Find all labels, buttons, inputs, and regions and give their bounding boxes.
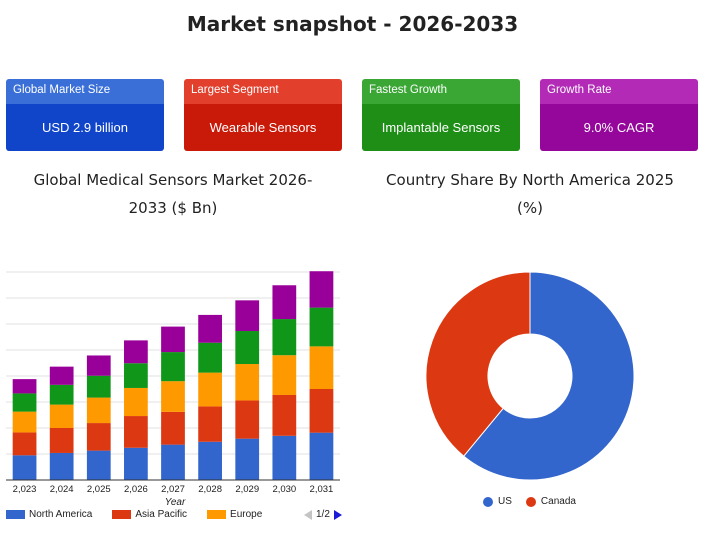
card-label: Fastest Growth	[362, 79, 520, 104]
bar-segment	[309, 346, 334, 389]
legend-swatch	[6, 510, 25, 519]
x-tick-label: 2,026	[124, 484, 148, 495]
bar-segment	[272, 435, 297, 480]
bar-segment	[12, 379, 37, 394]
bar-segment	[124, 340, 148, 364]
bar-segment	[309, 432, 334, 480]
bar-segment	[86, 450, 111, 480]
bar-segment	[161, 326, 185, 353]
card-growth-rate: Growth Rate 9.0% CAGR	[540, 79, 698, 151]
card-fastest-growth: Fastest Growth Implantable Sensors	[362, 79, 520, 151]
bar-chart-title-line1: Global Medical Sensors Market 2026-	[33, 171, 313, 189]
card-value: 9.0% CAGR	[540, 104, 698, 151]
x-tick-label: 2,029	[235, 484, 259, 495]
bar-segment	[198, 372, 222, 407]
donut-chart-title-line1: Country Share By North America 2025	[386, 171, 674, 189]
bar-segment	[49, 384, 74, 405]
legend-item-north-america[interactable]: North America	[6, 509, 92, 520]
donut-slice-us	[463, 271, 635, 481]
legend-swatch	[207, 510, 227, 519]
legend-label: Canada	[540, 496, 576, 507]
card-value: Wearable Sensors	[184, 104, 342, 151]
bar-segment	[235, 331, 260, 365]
bar-segment	[272, 394, 297, 436]
legend-item-asia-pacific[interactable]: Asia Pacific	[112, 509, 187, 520]
card-largest-segment: Largest Segment Wearable Sensors	[184, 79, 342, 151]
page-title: Market snapshot - 2026-2033	[186, 12, 519, 36]
card-value: USD 2.9 billion	[6, 104, 164, 151]
x-tick-label: 2,031	[310, 484, 334, 495]
bar-segment	[198, 314, 222, 343]
bar-segment	[161, 444, 185, 480]
legend-dot	[483, 496, 493, 507]
donut-chart-title: Country Share By North America 2025 (%)	[370, 166, 690, 222]
legend-item-europe[interactable]: Europe	[207, 509, 262, 520]
card-label: Largest Segment	[184, 79, 342, 104]
bar-segment	[49, 366, 74, 385]
legend-item-canada[interactable]: Canada	[525, 496, 576, 507]
donut-chart-legend: US Canada	[483, 496, 596, 507]
legend-swatch	[112, 510, 132, 519]
donut-chart	[425, 271, 635, 481]
x-tick-label: 2,023	[13, 484, 37, 495]
bar-segment	[124, 387, 148, 417]
bar-segment	[161, 381, 185, 412]
bar-segment	[309, 271, 334, 308]
x-tick-label: 2,027	[161, 484, 185, 495]
x-tick-label: 2,024	[50, 484, 74, 495]
bar-segment	[198, 441, 222, 480]
x-tick-label: 2,030	[272, 484, 296, 495]
bar-segment	[86, 375, 111, 398]
card-label: Growth Rate	[540, 79, 698, 104]
legend-label: Europe	[230, 509, 263, 520]
legend-item-us[interactable]: US	[483, 496, 512, 507]
bar-chart: 2,023 2,024 2,025 2,026 2,027 2,028 2,029 2,030…	[6, 271, 340, 508]
x-axis-label: Year	[165, 497, 186, 508]
bar-segment	[12, 455, 37, 480]
bar-chart-title-line2: 2033 ($ Bn)	[128, 199, 218, 217]
bar-segment	[49, 452, 74, 480]
card-value: Implantable Sensors	[362, 104, 520, 151]
legend-label: Asia Pacific	[135, 509, 188, 520]
bar-segment	[86, 423, 111, 451]
bar-segment	[12, 393, 37, 412]
legend-next-icon[interactable]	[333, 509, 342, 520]
bar-chart-legend: North America Asia Pacific Europe	[6, 509, 282, 520]
bar-segment	[12, 432, 37, 456]
bar-segment	[235, 438, 260, 480]
bar-segment	[272, 355, 297, 395]
card-global-market-size: Global Market Size USD 2.9 billion	[6, 79, 164, 151]
bar-segment	[272, 285, 297, 320]
donut-slice-canada	[425, 271, 531, 457]
bar-segment	[272, 319, 297, 356]
donut-chart-title-line2: (%)	[517, 199, 543, 217]
bar-segment	[309, 307, 334, 347]
bar-segment	[49, 428, 74, 453]
x-tick-label: 2,025	[87, 484, 111, 495]
bar-segment	[86, 397, 111, 424]
bar-chart-title: Global Medical Sensors Market 2026- 2033…	[8, 166, 338, 222]
bar-segment	[124, 416, 148, 448]
bar-segment	[309, 389, 334, 433]
bar-segment	[198, 342, 222, 373]
bar-segment	[86, 355, 111, 376]
bar-segment	[124, 363, 148, 388]
bar-segment	[198, 406, 222, 442]
card-label: Global Market Size	[6, 79, 164, 104]
legend-dot	[525, 496, 536, 507]
bar-segment	[49, 404, 74, 428]
legend-prev-icon[interactable]	[304, 509, 312, 520]
bar-segment	[124, 447, 148, 480]
legend-label: North America	[29, 509, 93, 520]
legend-pager: 1/2	[304, 509, 342, 520]
legend-label: US	[498, 496, 512, 507]
bar-segment	[161, 411, 185, 445]
bar-segment	[235, 400, 260, 439]
bar-segment	[161, 352, 185, 382]
x-tick-label: 2,028	[198, 484, 222, 495]
bar-segment	[12, 411, 37, 433]
bar-segment	[235, 364, 260, 401]
bar-segment	[235, 300, 260, 332]
legend-page-label: 1/2	[316, 509, 330, 520]
